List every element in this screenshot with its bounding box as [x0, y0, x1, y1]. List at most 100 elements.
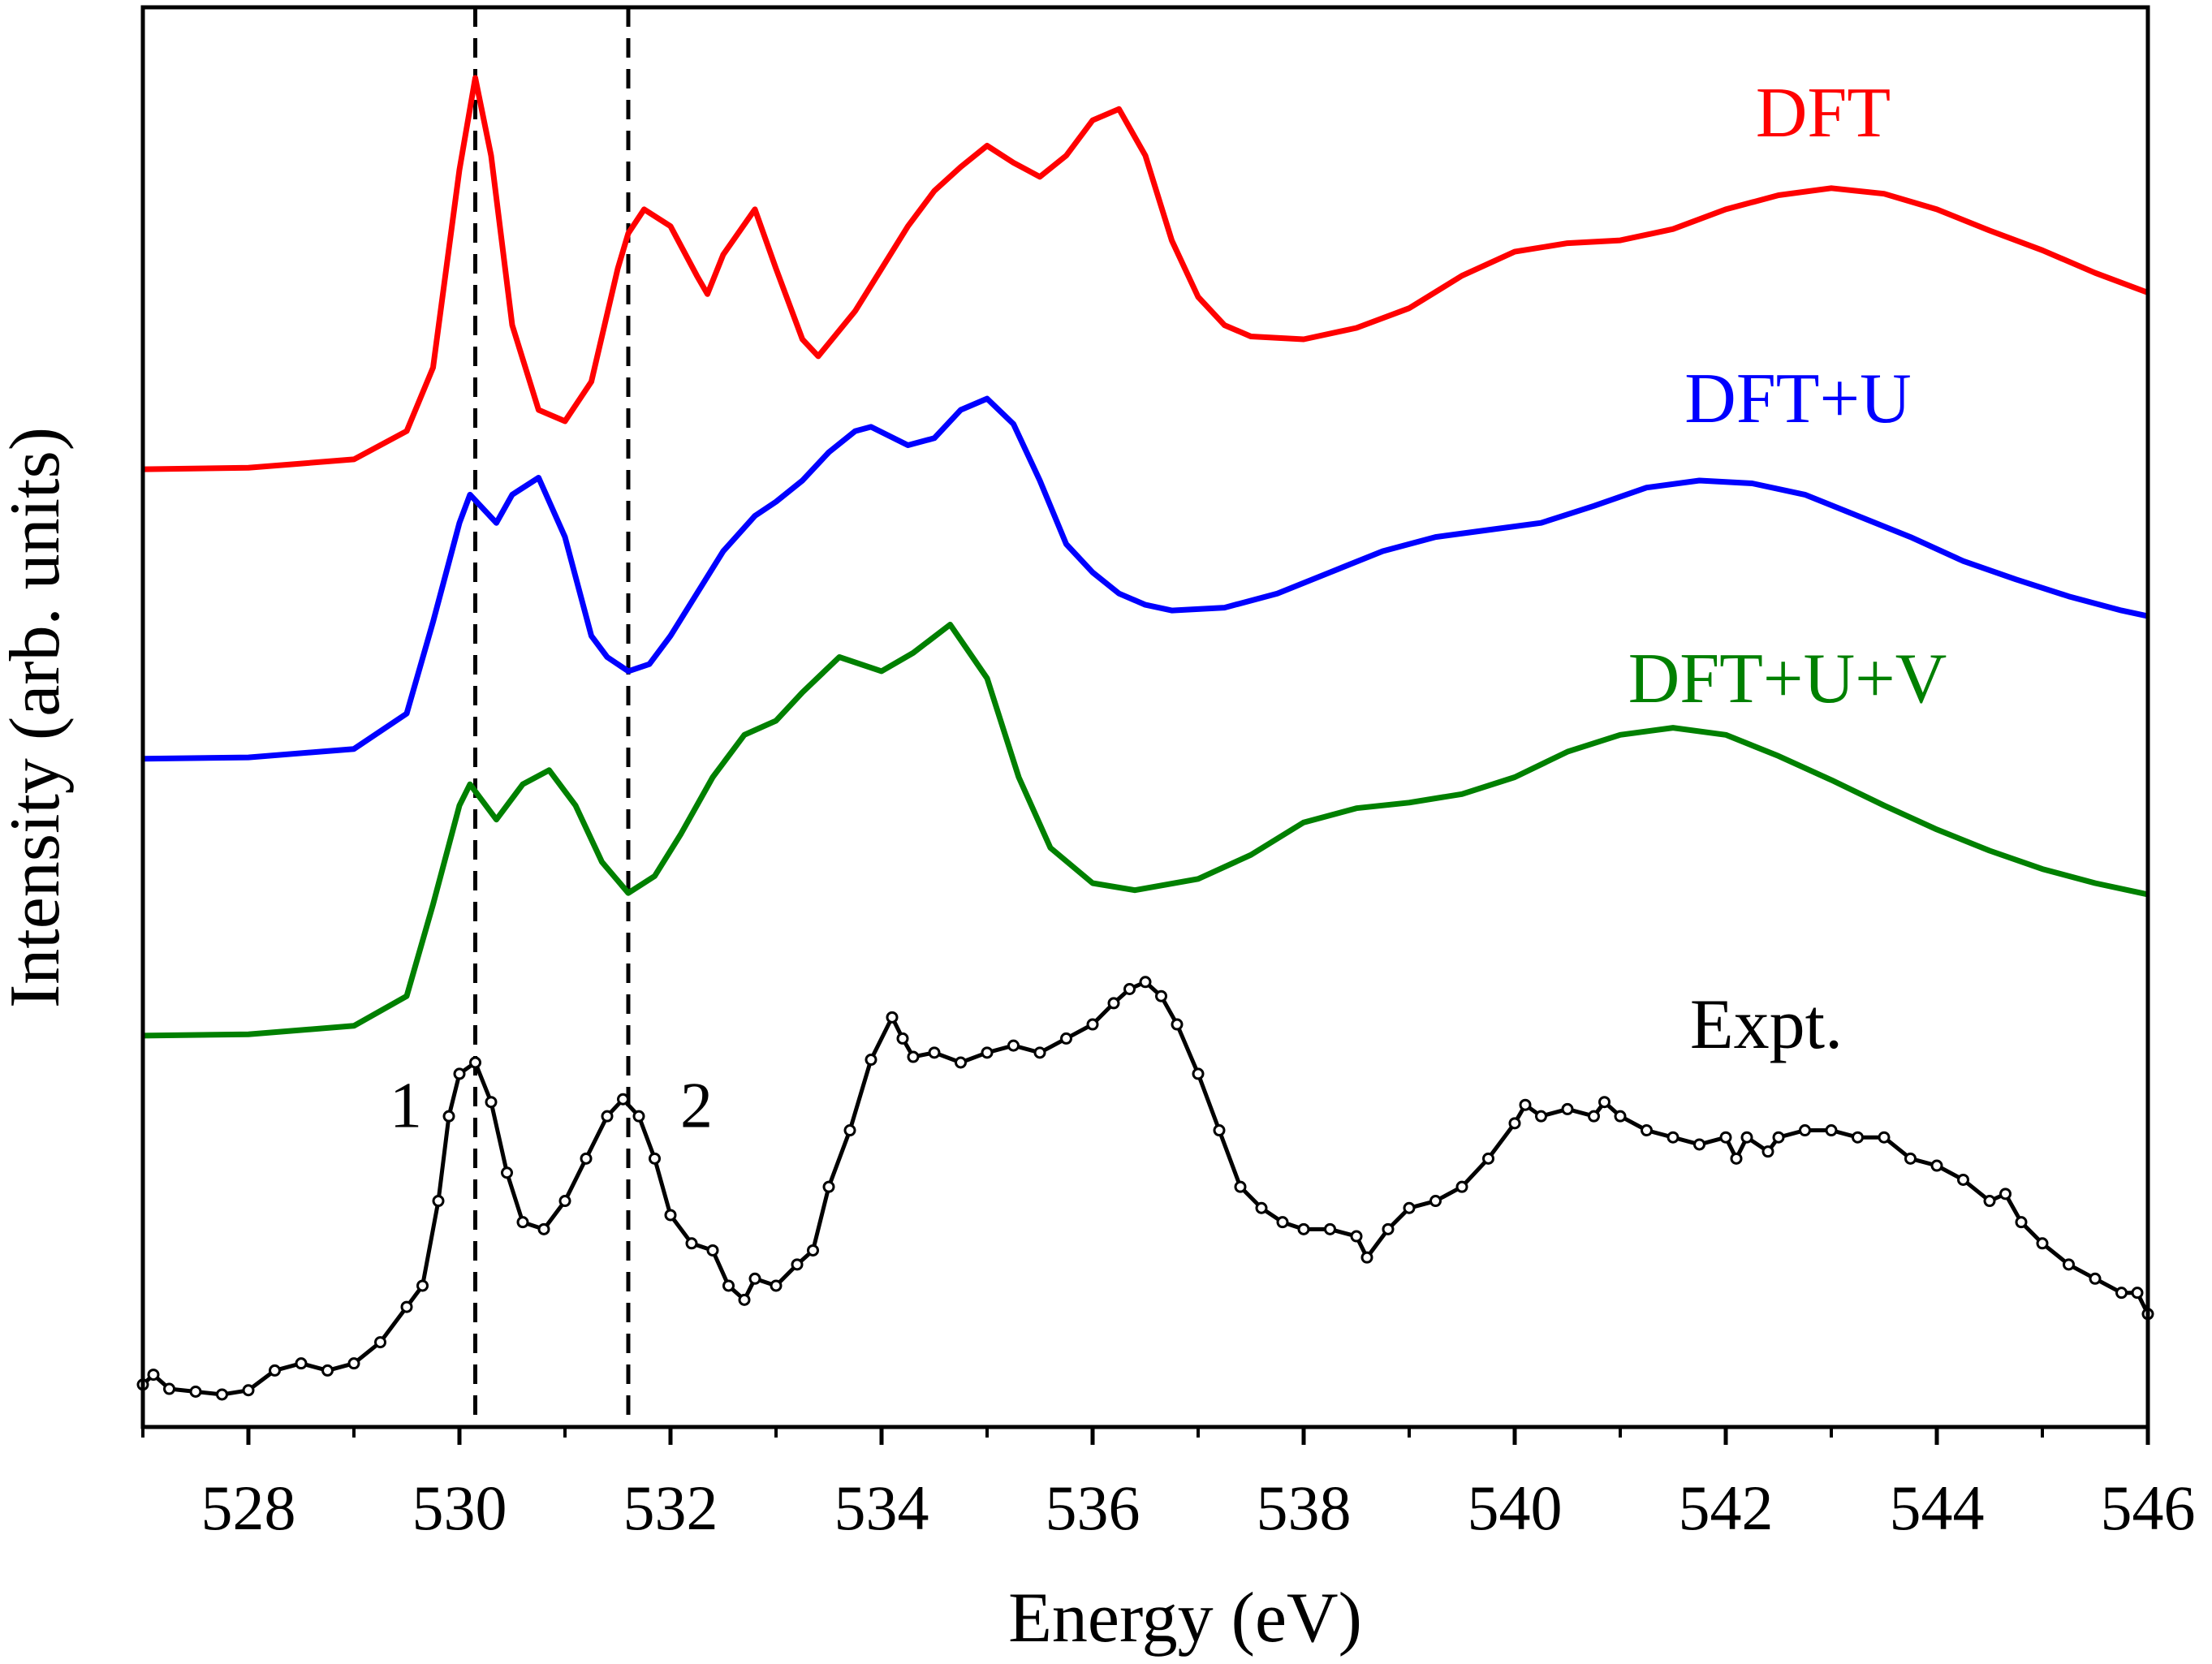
data-point	[738, 1293, 751, 1306]
data-point	[1983, 1195, 1996, 1208]
data-point	[189, 1385, 202, 1398]
data-point	[1455, 1180, 1468, 1193]
data-point	[416, 1279, 429, 1292]
data-point	[1588, 1110, 1600, 1123]
data-point	[706, 1244, 719, 1257]
data-point	[558, 1195, 571, 1208]
data-point	[770, 1279, 783, 1292]
data-point	[269, 1364, 281, 1377]
data-point	[1930, 1159, 1943, 1172]
data-point	[1852, 1131, 1864, 1144]
data-point	[1297, 1222, 1310, 1235]
data-point	[907, 1050, 920, 1063]
x-tick-label: 530	[412, 1472, 507, 1543]
data-point	[2115, 1287, 2128, 1300]
data-point	[1999, 1188, 2011, 1201]
x-tick-label: 536	[1046, 1472, 1140, 1543]
annotation: 2	[680, 1070, 713, 1141]
data-point	[1561, 1102, 1574, 1115]
data-point	[807, 1244, 819, 1257]
data-point	[601, 1110, 614, 1123]
data-point	[1719, 1131, 1732, 1144]
plot-frame	[140, 5, 2150, 1429]
data-point	[632, 1110, 645, 1123]
data-point	[1192, 1067, 1205, 1080]
data-point	[1772, 1131, 1785, 1144]
series-line	[142, 395, 2149, 762]
data-point	[1123, 983, 1136, 996]
data-point	[617, 1093, 629, 1106]
data-point	[1825, 1124, 1838, 1137]
data-point	[1482, 1152, 1494, 1165]
x-tick-label: 540	[1468, 1472, 1563, 1543]
data-point	[1276, 1216, 1289, 1229]
data-point	[242, 1384, 255, 1397]
data-point	[928, 1046, 941, 1059]
x-tick-label: 532	[623, 1472, 718, 1543]
data-point	[1535, 1110, 1547, 1123]
data-point	[981, 1046, 994, 1059]
data-point	[1957, 1173, 1969, 1186]
data-point	[1107, 997, 1120, 1010]
data-point	[537, 1222, 550, 1235]
data-point	[1598, 1096, 1610, 1109]
data-point	[485, 1096, 498, 1109]
data-point	[453, 1067, 466, 1080]
data-point	[1350, 1230, 1363, 1243]
x-tick-label: 528	[201, 1472, 296, 1543]
data-point	[865, 1054, 877, 1067]
data-point	[147, 1369, 160, 1382]
data-point	[469, 1056, 481, 1069]
x-tick-label: 542	[1679, 1472, 1774, 1543]
series-label: DFT+U	[1684, 360, 1911, 438]
x-tick-label: 544	[1890, 1472, 1985, 1543]
data-point	[1086, 1018, 1099, 1031]
data-point	[1382, 1222, 1395, 1235]
data-point	[1730, 1152, 1743, 1165]
series-label: Expt.	[1690, 985, 1843, 1064]
data-point	[2036, 1237, 2049, 1250]
data-point	[1693, 1138, 1705, 1151]
x-tick-label: 538	[1257, 1472, 1352, 1543]
data-point	[896, 1032, 909, 1045]
series-label: DFT+U+V	[1628, 640, 1947, 718]
data-point	[1255, 1201, 1268, 1214]
data-point	[501, 1166, 513, 1179]
data-point	[2089, 1272, 2102, 1285]
data-point	[347, 1357, 360, 1370]
series-line	[142, 75, 2149, 472]
data-point	[1033, 1046, 1046, 1059]
data-point	[1904, 1152, 1917, 1165]
data-point	[295, 1357, 308, 1370]
data-point	[2131, 1287, 2144, 1300]
data-point	[1878, 1131, 1891, 1144]
annotation: 1	[390, 1070, 422, 1141]
data-point	[1155, 989, 1167, 1002]
data-point	[1614, 1110, 1627, 1123]
data-point	[1007, 1039, 1020, 1052]
data-point	[649, 1152, 661, 1165]
data-point	[791, 1258, 804, 1271]
series-label: DFT	[1756, 74, 1891, 153]
series-line	[141, 980, 2150, 1397]
data-point	[321, 1364, 334, 1377]
data-point	[1213, 1124, 1226, 1137]
data-point	[163, 1382, 175, 1395]
data-point	[580, 1152, 593, 1165]
data-point	[1740, 1131, 1753, 1144]
data-point	[516, 1216, 529, 1229]
data-point	[374, 1336, 386, 1349]
data-point	[1139, 976, 1152, 989]
data-point	[664, 1209, 677, 1222]
y-axis-label: Intensity (arb. units)	[0, 427, 75, 1008]
data-point	[1799, 1124, 1811, 1137]
data-point	[216, 1388, 228, 1401]
data-point	[955, 1056, 967, 1069]
data-point	[2063, 1258, 2075, 1271]
data-point	[1324, 1222, 1336, 1235]
data-point	[400, 1300, 413, 1313]
data-point	[685, 1237, 698, 1250]
x-tick-label: 546	[2101, 1472, 2196, 1543]
data-point	[822, 1180, 835, 1193]
